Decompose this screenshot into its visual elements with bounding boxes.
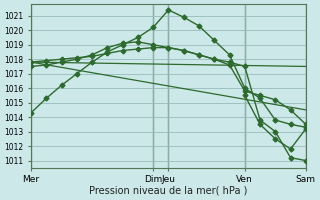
X-axis label: Pression niveau de la mer( hPa ): Pression niveau de la mer( hPa ) <box>89 186 248 196</box>
